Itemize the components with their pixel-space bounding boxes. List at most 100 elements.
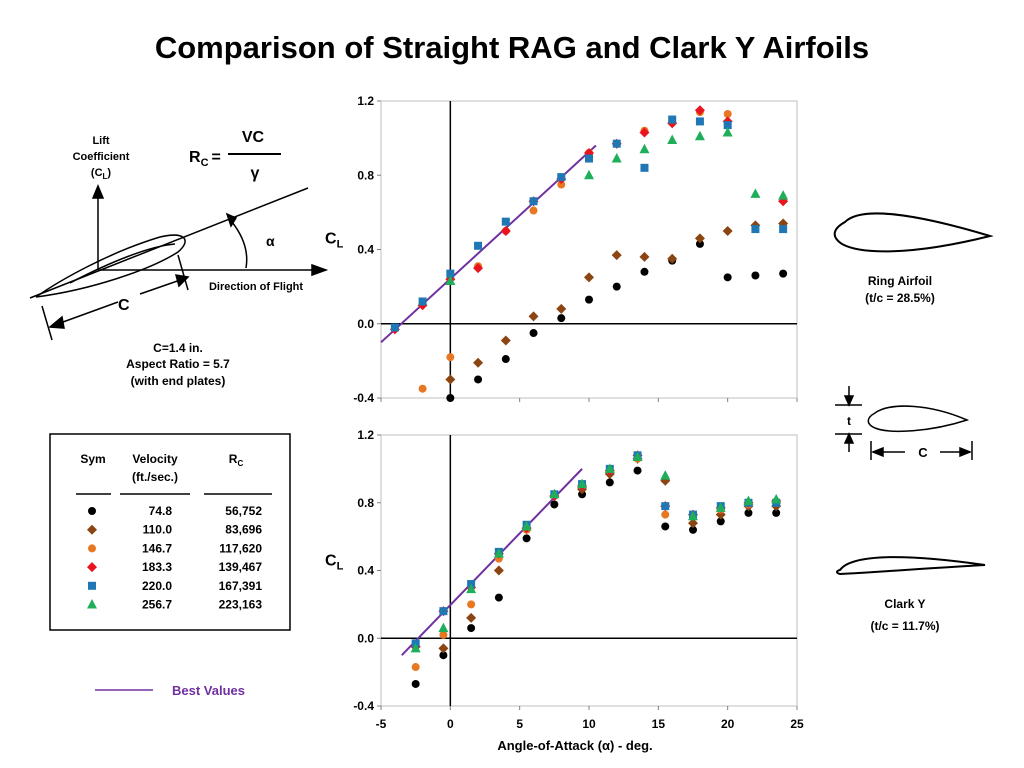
chord-arrow-left-small-icon bbox=[870, 446, 884, 458]
data-point bbox=[501, 355, 510, 364]
ring-airfoil-ratio: (t/c = 28.5%) bbox=[865, 291, 935, 305]
lift-arrow-icon bbox=[91, 184, 105, 199]
rc-numerator: VC bbox=[242, 129, 265, 146]
legend-marker bbox=[88, 507, 96, 515]
data-point bbox=[771, 493, 782, 504]
y-axis-label: CL bbox=[325, 553, 344, 573]
airfoil-sketch bbox=[35, 234, 186, 298]
y-axis-label: CL bbox=[325, 231, 344, 251]
data-point bbox=[557, 180, 566, 189]
flight-direction-arrow-icon bbox=[311, 263, 329, 277]
legend-box: Sym Velocity (ft./sec.) RC 74.8 56,752 110… bbox=[49, 433, 291, 631]
data-point bbox=[668, 115, 677, 124]
data-point bbox=[688, 518, 698, 529]
data-point bbox=[751, 225, 760, 234]
data-point bbox=[410, 642, 421, 653]
data-point bbox=[605, 478, 614, 487]
legend-rc: 223,163 bbox=[219, 598, 263, 612]
data-point bbox=[584, 169, 594, 180]
alpha-label: α bbox=[266, 233, 275, 249]
data-point bbox=[500, 335, 511, 346]
legend-col-velocity: Velocity bbox=[132, 452, 178, 466]
data-point bbox=[633, 466, 642, 475]
rc-symbol: RC = bbox=[189, 149, 221, 169]
best-values-line bbox=[401, 468, 583, 656]
airfoil-camber bbox=[69, 243, 176, 284]
data-point bbox=[556, 303, 567, 314]
x-tick-label: 25 bbox=[790, 717, 804, 731]
y-tick-label: 0.4 bbox=[357, 564, 374, 578]
x-tick-label: 15 bbox=[652, 717, 666, 731]
data-point bbox=[529, 329, 538, 338]
x-axis-label: Angle-of-Attack (α) - deg. bbox=[497, 738, 652, 753]
flight-diagram bbox=[29, 184, 329, 341]
data-point bbox=[772, 508, 781, 517]
data-point bbox=[493, 548, 504, 558]
data-point bbox=[751, 271, 760, 280]
ring-airfoil-name: Ring Airfoil bbox=[868, 274, 932, 288]
y-tick-label: 1.2 bbox=[357, 94, 374, 108]
thickness-airfoil-sketch bbox=[867, 405, 970, 432]
legend-row: 110.0 83,696 bbox=[87, 523, 262, 537]
data-point bbox=[585, 154, 593, 163]
legend-marker bbox=[88, 544, 96, 553]
series-74-8 bbox=[411, 466, 781, 688]
x-tick-label: 20 bbox=[721, 717, 735, 731]
data-point bbox=[744, 508, 753, 517]
y-tick-label: 0.0 bbox=[357, 631, 374, 645]
legend-velocity: 256.7 bbox=[142, 598, 172, 612]
data-point bbox=[438, 622, 449, 633]
data-point bbox=[411, 679, 420, 688]
data-point bbox=[418, 297, 427, 306]
direction-label: Direction of Flight bbox=[209, 281, 303, 293]
data-point bbox=[439, 651, 448, 660]
data-point bbox=[466, 612, 477, 623]
chord-label: C bbox=[118, 297, 130, 314]
legend-velocity: 146.7 bbox=[142, 541, 172, 555]
data-point bbox=[778, 190, 789, 200]
spec-line3: (with end plates) bbox=[131, 374, 226, 388]
legend-velocity: 74.8 bbox=[149, 504, 173, 518]
data-point bbox=[411, 663, 420, 672]
legend-col-rc: RC bbox=[229, 452, 244, 468]
clark-y-sketch bbox=[836, 556, 986, 576]
data-point bbox=[632, 451, 643, 462]
chord-tick-left bbox=[41, 305, 53, 341]
data-point bbox=[446, 269, 455, 278]
data-point bbox=[446, 394, 455, 402]
alpha-arc bbox=[231, 221, 248, 269]
chord-arrow-left-icon bbox=[48, 315, 65, 329]
data-point bbox=[578, 490, 587, 499]
data-point bbox=[467, 624, 476, 633]
data-point bbox=[521, 520, 532, 531]
data-point bbox=[694, 105, 705, 116]
y-tick-label: 1.2 bbox=[357, 428, 374, 442]
lift-label-line2: Coefficient bbox=[73, 151, 130, 163]
data-point bbox=[494, 593, 503, 602]
data-point bbox=[577, 478, 588, 489]
clark-y-chart: -0.4 0.0 0.4 0.8 1.2 -5 0 5 10 15 20 25 CL bbox=[325, 428, 804, 731]
legend-frame bbox=[49, 433, 291, 631]
series-183-3 bbox=[410, 450, 782, 652]
data-point bbox=[612, 282, 621, 291]
legend-row: 74.8 56,752 bbox=[88, 504, 262, 518]
spec-line1: C=1.4 in. bbox=[153, 341, 203, 355]
data-point bbox=[549, 488, 560, 499]
data-point bbox=[639, 143, 650, 154]
legend-velocity: 183.3 bbox=[142, 560, 172, 574]
data-point bbox=[445, 275, 456, 286]
data-point bbox=[467, 600, 476, 609]
legend-row: 220.0 167,391 bbox=[88, 579, 262, 593]
series-256-7 bbox=[410, 451, 782, 653]
data-point bbox=[557, 314, 566, 323]
data-point bbox=[612, 139, 621, 148]
data-point bbox=[474, 241, 483, 250]
data-point bbox=[529, 197, 538, 206]
y-tick-label: 0.4 bbox=[357, 243, 374, 257]
legend-rc: 83,696 bbox=[225, 523, 262, 537]
data-point bbox=[694, 233, 705, 244]
best-values-label: Best Values bbox=[172, 683, 245, 698]
series-146-7 bbox=[418, 108, 732, 393]
data-point bbox=[500, 225, 511, 236]
data-point bbox=[550, 500, 559, 509]
